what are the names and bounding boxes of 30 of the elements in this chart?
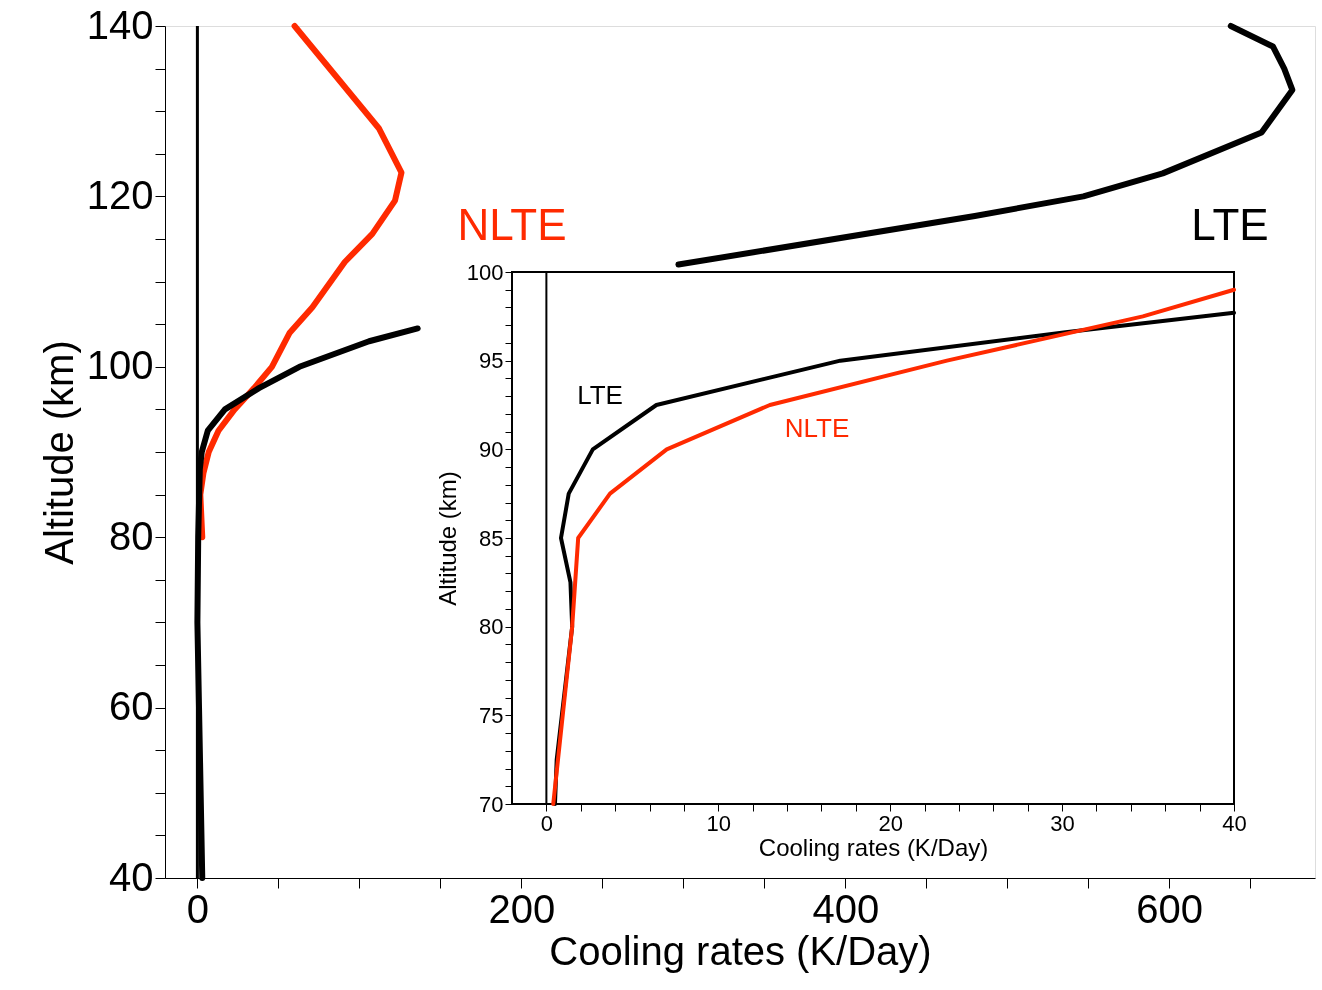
y-tick-label: 100 [86, 343, 154, 388]
y-axis-title: Altitude (km) [36, 340, 81, 565]
series-label: NLTE [457, 200, 567, 249]
x-tick-label: 600 [1136, 886, 1204, 931]
x-tick-label: 0 [186, 886, 210, 931]
x-tick-label: 200 [488, 886, 556, 931]
y-tick-label: 100 [466, 259, 504, 285]
x-tick-label: 30 [1050, 810, 1075, 836]
x-tick-label: 0 [540, 810, 554, 836]
y-tick-label: 70 [479, 791, 504, 817]
series-label: LTE [577, 380, 623, 410]
y-tick-label: 40 [109, 854, 154, 899]
x-tick-label: 20 [878, 810, 903, 836]
x-tick-label: 40 [1222, 810, 1247, 836]
y-tick-label: 75 [479, 702, 504, 728]
x-tick-label: 400 [812, 886, 880, 931]
y-tick-label: 85 [479, 525, 504, 551]
y-tick-label: 60 [109, 684, 154, 729]
y-tick-label: 120 [86, 172, 154, 217]
y-tick-label: 95 [479, 348, 504, 374]
y-tick-label: 80 [479, 614, 504, 640]
y-tick-label: 90 [479, 436, 504, 462]
y-axis-title: Altitude (km) [433, 471, 461, 606]
y-tick-label: 140 [86, 2, 154, 47]
x-tick-label: 10 [706, 810, 732, 836]
series-label: LTE [1191, 200, 1269, 249]
series-label: NLTE [784, 413, 850, 443]
y-tick-label: 80 [109, 513, 154, 558]
x-axis-title: Cooling rates (K/Day) [549, 928, 932, 973]
x-axis-title: Cooling rates (K/Day) [758, 833, 989, 861]
